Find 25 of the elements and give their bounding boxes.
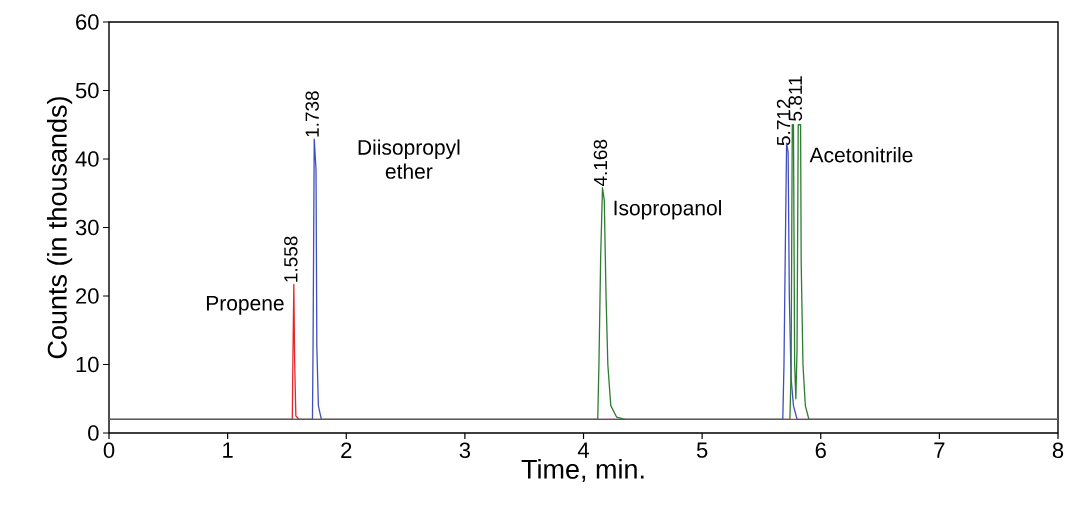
annotation: 1.558 — [284, 236, 298, 282]
x-axis-title: Time, min. — [521, 458, 644, 482]
y-tick-label: 60 — [76, 14, 99, 30]
x-tick-label: 3 — [459, 442, 471, 459]
y-tick-label: 20 — [76, 288, 99, 304]
y-tick-label: 30 — [75, 219, 99, 236]
y-tick-label: 0 — [88, 425, 99, 441]
annotation: 1.738 — [305, 91, 319, 137]
x-tick-label: 1 — [223, 442, 233, 458]
x-tick-label: 7 — [934, 442, 945, 458]
x-tick-label: 0 — [103, 442, 115, 459]
y-tick-label: 10 — [76, 356, 99, 373]
x-tick-label: 4 — [577, 442, 589, 458]
y-tick-label: 40 — [75, 151, 99, 167]
annotation: Diisopropyl ether — [358, 139, 460, 179]
annotation: 4.168 — [593, 139, 608, 187]
x-tick-label: 8 — [1052, 442, 1064, 459]
x-tick-label: 6 — [815, 442, 826, 459]
x-tick-label: 2 — [341, 442, 352, 458]
y-tick-label: 50 — [75, 82, 99, 99]
x-tick-label: 5 — [696, 442, 708, 458]
annotation: Acetonitrile — [809, 147, 913, 163]
annotation: Isopropanol — [614, 199, 721, 220]
annotation: Propene — [206, 295, 284, 315]
y-axis-title: Counts (in thousands) — [46, 97, 73, 359]
